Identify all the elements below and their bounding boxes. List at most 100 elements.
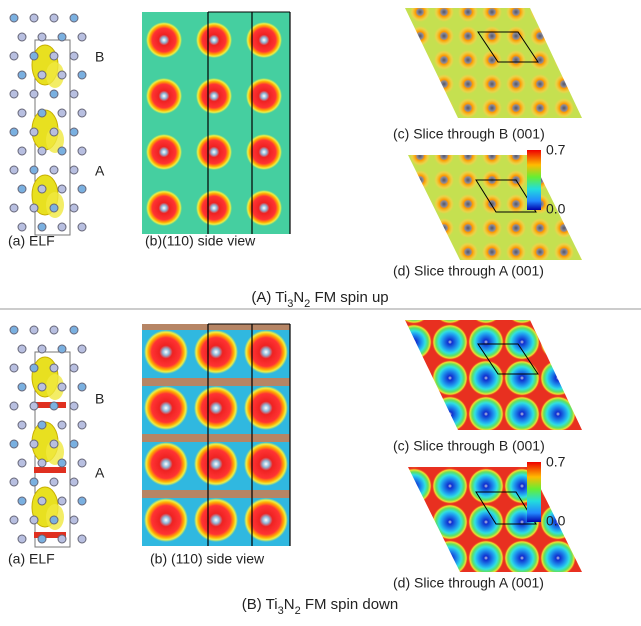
slice-c xyxy=(405,320,582,430)
atom xyxy=(70,128,78,136)
atom xyxy=(38,71,46,79)
atom xyxy=(18,71,26,79)
atom xyxy=(78,147,86,155)
caption-b: (b)(110) side view xyxy=(145,233,256,249)
atom xyxy=(10,90,18,98)
atom xyxy=(78,497,86,505)
atom xyxy=(30,326,38,334)
atom xyxy=(30,364,38,372)
atom xyxy=(78,33,86,41)
colorbar xyxy=(527,150,541,210)
atom xyxy=(70,440,78,448)
atom xyxy=(58,459,66,467)
atom xyxy=(70,204,78,212)
atom xyxy=(10,478,18,486)
side-view xyxy=(142,12,290,234)
atom xyxy=(50,14,58,22)
atom xyxy=(58,147,66,155)
atom xyxy=(10,52,18,60)
crystal-structure xyxy=(10,326,86,547)
red-region xyxy=(34,467,66,473)
caption-a: (a) ELF xyxy=(8,551,55,567)
atom xyxy=(78,223,86,231)
caption-c: (c) Slice through B (001) xyxy=(393,126,545,142)
atom xyxy=(58,421,66,429)
caption-text: FM spin up xyxy=(310,289,388,306)
atom xyxy=(78,535,86,543)
atom xyxy=(78,185,86,193)
label-a: A xyxy=(95,163,105,179)
side-view xyxy=(142,324,290,546)
slice-c xyxy=(405,8,582,118)
atom xyxy=(38,383,46,391)
atom xyxy=(18,33,26,41)
atom xyxy=(70,166,78,174)
atom xyxy=(38,147,46,155)
atom xyxy=(58,71,66,79)
atom xyxy=(30,204,38,212)
atom xyxy=(78,383,86,391)
atom xyxy=(70,478,78,486)
atom xyxy=(50,128,58,136)
caption-text: N xyxy=(293,289,304,306)
atom xyxy=(18,421,26,429)
atom xyxy=(30,478,38,486)
atom xyxy=(70,52,78,60)
atom xyxy=(58,223,66,231)
atom xyxy=(70,364,78,372)
atom xyxy=(30,402,38,410)
atom xyxy=(50,516,58,524)
atom xyxy=(38,185,46,193)
caption-text: N xyxy=(284,596,295,613)
label-a: A xyxy=(95,465,105,481)
atom xyxy=(10,326,18,334)
atom xyxy=(10,14,18,22)
atom xyxy=(50,166,58,174)
atom xyxy=(58,185,66,193)
atom xyxy=(38,109,46,117)
atom xyxy=(10,204,18,212)
atom xyxy=(78,345,86,353)
atom xyxy=(10,128,18,136)
atom xyxy=(18,147,26,155)
atom xyxy=(18,223,26,231)
colorbar-max: 0.7 xyxy=(546,142,566,158)
atom xyxy=(58,109,66,117)
atom xyxy=(50,52,58,60)
caption-a: (a) ELF xyxy=(8,233,55,249)
caption-text: FM spin down xyxy=(301,596,399,613)
caption-text: (A) Ti xyxy=(251,289,287,306)
atom xyxy=(58,345,66,353)
atom xyxy=(70,14,78,22)
atom xyxy=(78,109,86,117)
atom xyxy=(30,440,38,448)
atom xyxy=(58,497,66,505)
atom xyxy=(70,326,78,334)
atom xyxy=(10,166,18,174)
atom xyxy=(50,440,58,448)
atom xyxy=(30,14,38,22)
atom xyxy=(58,535,66,543)
atom xyxy=(18,383,26,391)
atom xyxy=(38,497,46,505)
label-b: B xyxy=(95,391,104,407)
atom xyxy=(30,90,38,98)
atom xyxy=(30,166,38,174)
atom xyxy=(50,478,58,486)
atom xyxy=(10,364,18,372)
atom xyxy=(10,402,18,410)
colorbar-max: 0.7 xyxy=(546,454,566,470)
atom xyxy=(18,459,26,467)
caption-d: (d) Slice through A (001) xyxy=(393,263,544,279)
atom xyxy=(30,128,38,136)
atom xyxy=(78,459,86,467)
atom xyxy=(78,421,86,429)
panel-caption: (A) Ti3N2 FM spin up xyxy=(251,289,388,310)
atom xyxy=(10,516,18,524)
figure: B A (a) ELF (b)(110) side view (c) Slice thr… xyxy=(0,0,641,626)
colorbar-min: 0.0 xyxy=(546,201,566,217)
atom xyxy=(38,535,46,543)
atom xyxy=(58,33,66,41)
colorbar xyxy=(527,462,541,522)
atom xyxy=(10,440,18,448)
